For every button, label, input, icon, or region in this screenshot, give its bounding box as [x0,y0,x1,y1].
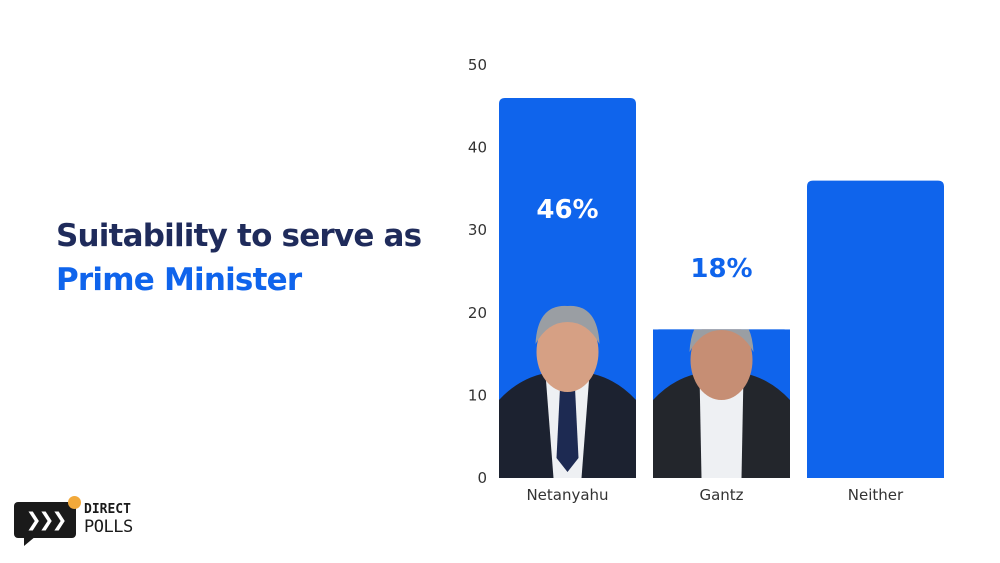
logo-bubble-tail [24,536,36,546]
y-tick-label: 30 [468,221,487,239]
x-tick-label: Netanyahu [526,486,608,504]
y-tick-label: 40 [468,139,487,157]
y-tick-label: 10 [468,386,487,404]
bar-neither [807,180,944,478]
x-tick-label: Neither [848,486,904,504]
direct-polls-logo: ❯❯❯ DIRECT POLLS [14,496,144,548]
title-line-2: Prime Minister [56,262,302,298]
logo-dot [68,496,81,509]
logo-text-polls: POLLS [84,517,133,537]
title-line-1: Suitability to serve as [56,218,422,254]
data-label-netanyahu: 46% [536,195,598,225]
y-tick-label: 20 [468,304,487,322]
y-tick-label: 50 [468,56,487,74]
chevron-right-triple-icon: ❯❯❯ [14,502,76,538]
logo-text-direct: DIRECT [84,502,131,517]
chart-title: Suitability to serve as Prime Minister [56,214,422,302]
bars: 46% 18% [499,98,944,478]
gantz-portrait-photo [653,329,790,478]
netanyahu-portrait-photo [499,305,636,478]
y-axis: 0 10 20 30 40 50 [468,56,487,487]
y-tick-label: 0 [477,469,487,487]
x-tick-label: Gantz [699,486,743,504]
data-label-gantz: 18% [690,254,752,284]
x-axis: Netanyahu Gantz Neither [526,486,904,504]
